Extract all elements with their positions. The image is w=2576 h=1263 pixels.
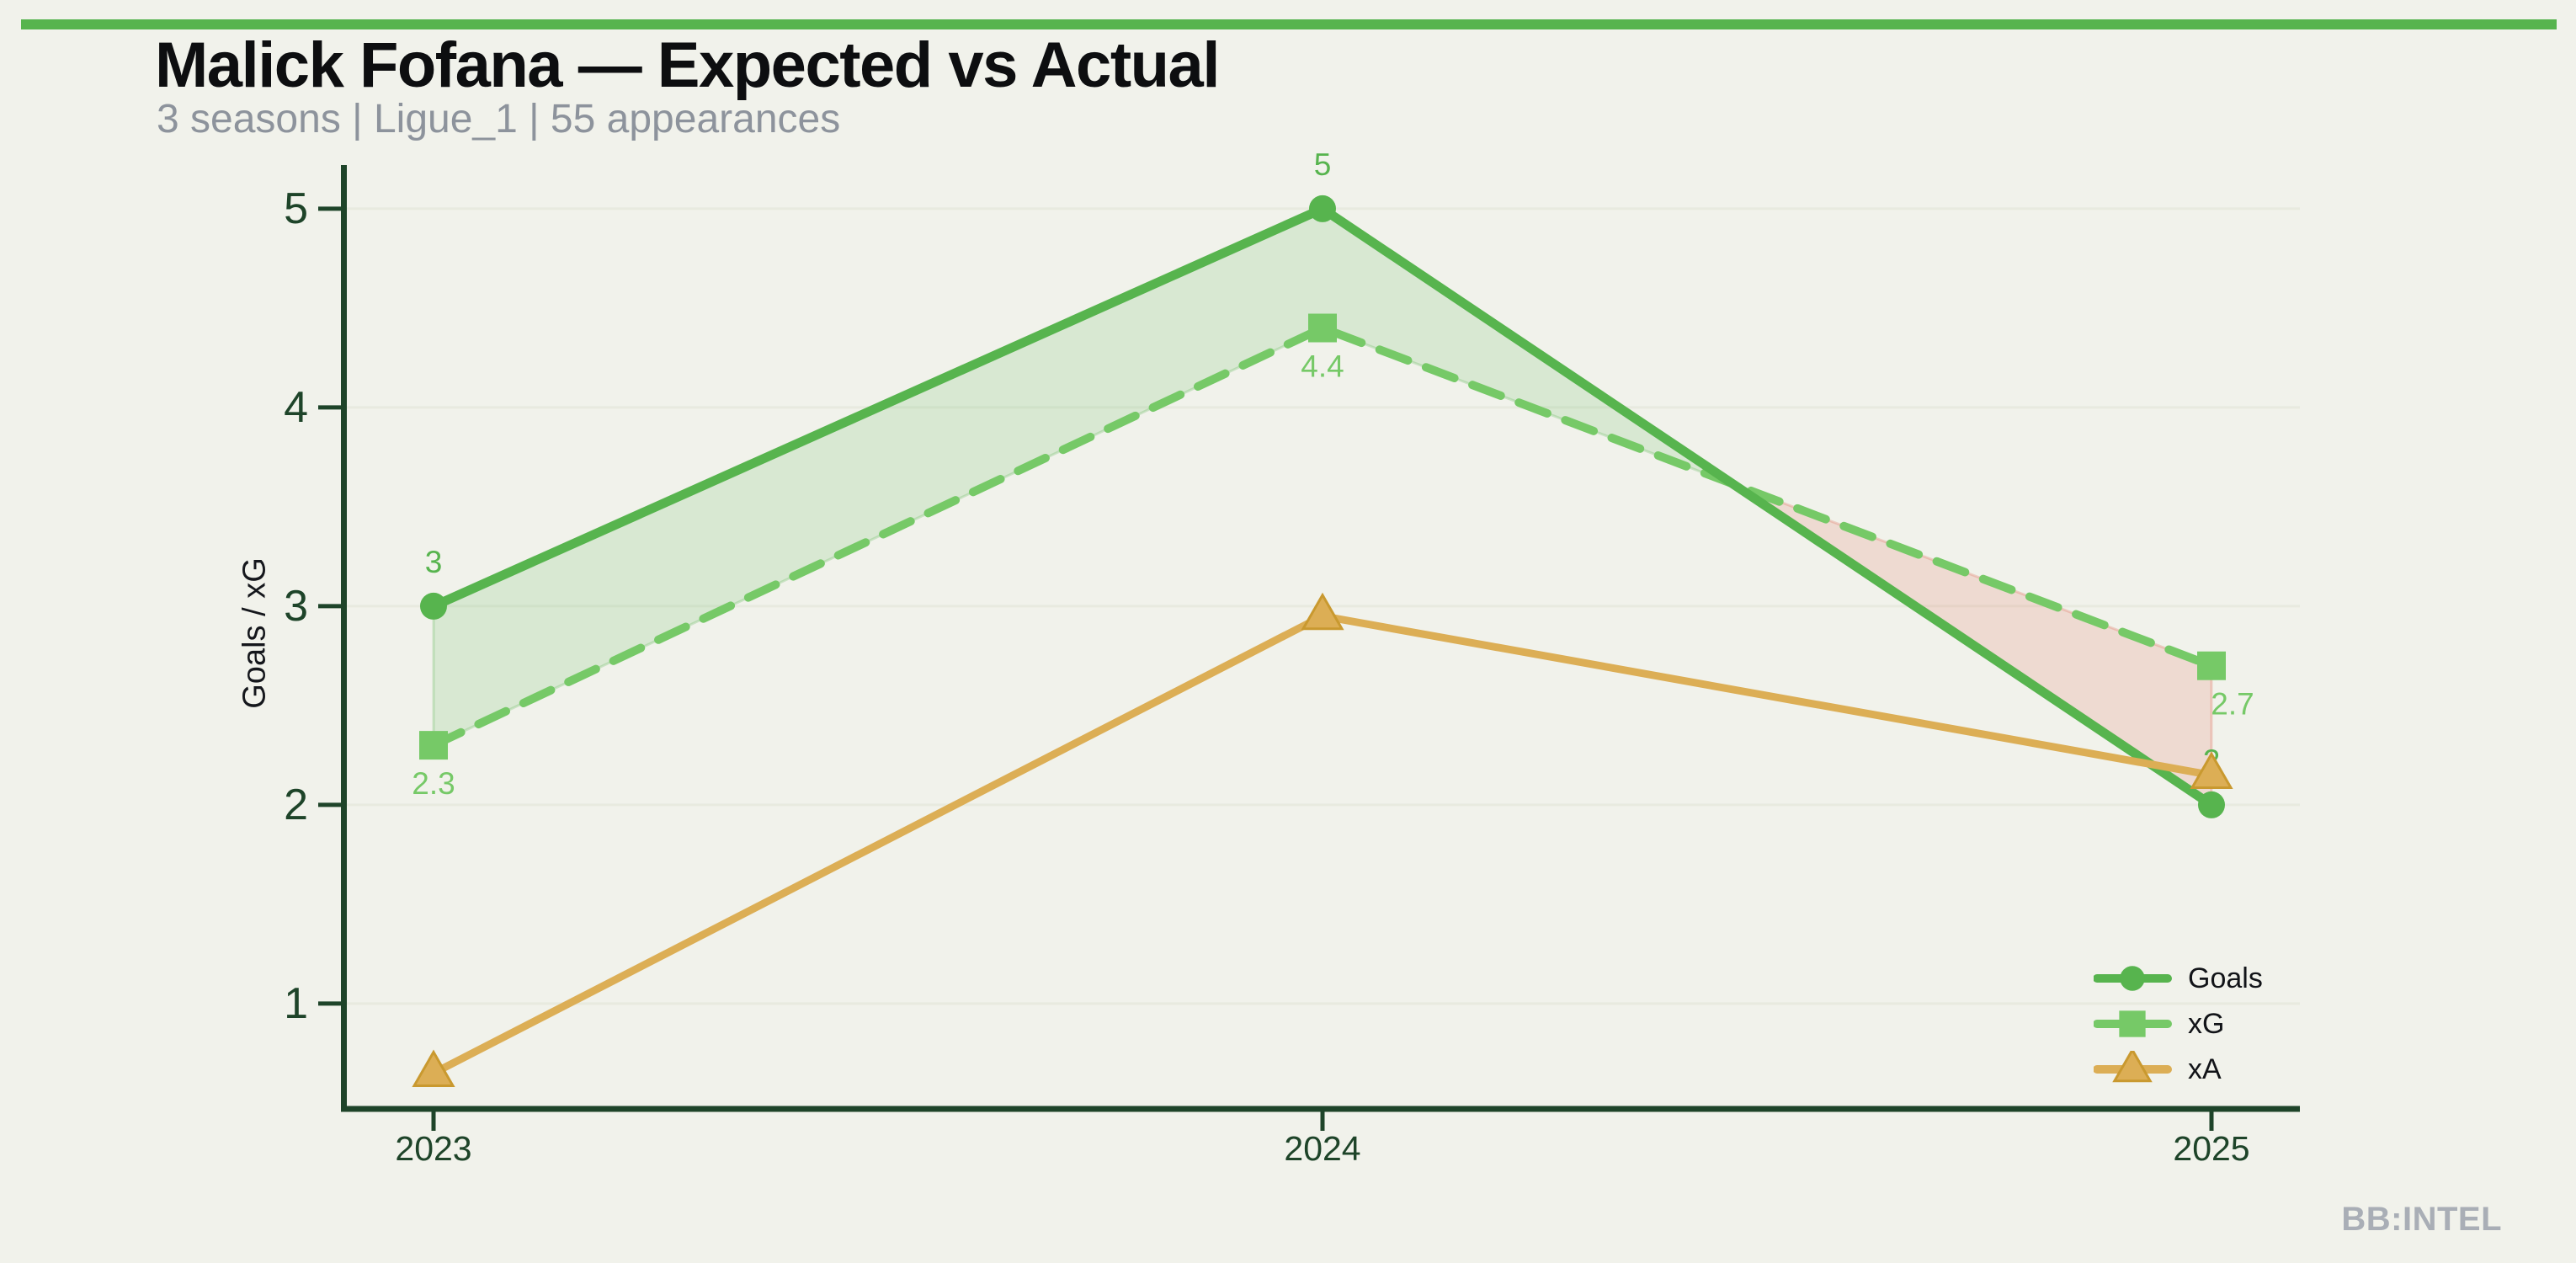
xa-marker	[412, 1049, 455, 1088]
value-label: 4.4	[1301, 349, 1344, 384]
legend-label-xg: xG	[2188, 1007, 2225, 1040]
xa-marker	[1301, 592, 1344, 631]
accent-bar	[21, 19, 2557, 29]
xg-marker	[419, 731, 448, 760]
goals-marker	[2198, 791, 2225, 818]
x-tick-label: 2023	[395, 1129, 471, 1168]
goals-legend-icon	[2094, 966, 2172, 991]
goals-marker	[1309, 195, 1336, 222]
xa-legend-icon	[2094, 1051, 2172, 1083]
legend: Goals xG xA	[2094, 956, 2263, 1092]
fill-overperformance	[432, 207, 1734, 748]
x-tick-label: 2025	[2173, 1129, 2249, 1168]
y-tick-label: 4	[284, 383, 308, 432]
xg-marker	[1308, 313, 1337, 343]
value-label: 2.7	[2211, 687, 2254, 722]
legend-label-xa: xA	[2188, 1052, 2222, 1085]
y-tick-label: 3	[284, 582, 308, 631]
legend-row-xa: xA	[2094, 1047, 2263, 1092]
legend-row-goals: Goals	[2094, 956, 2263, 1001]
xa-marker	[2112, 1051, 2153, 1083]
xg-marker	[2197, 651, 2226, 680]
value-label: 5	[1314, 147, 1332, 182]
y-tick-label: 5	[284, 184, 308, 233]
value-label: 2.3	[412, 766, 455, 801]
y-tick-label: 1	[284, 979, 308, 1028]
chart-title: Malick Fofana — Expected vs Actual	[155, 29, 1220, 101]
xg-marker	[2119, 1010, 2146, 1037]
legend-row-xg: xG	[2094, 1001, 2263, 1047]
x-tick-label: 2024	[1284, 1129, 1360, 1168]
goals-marker	[420, 592, 447, 620]
brand-watermark: BB:INTEL	[2341, 1201, 2502, 1238]
xa-marker	[2190, 751, 2233, 790]
xg-line	[429, 323, 2216, 750]
goals-marker	[2120, 966, 2145, 991]
chart-subtitle: 3 seasons | Ligue_1 | 55 appearances	[157, 97, 841, 141]
legend-label-goals: Goals	[2188, 962, 2263, 994]
xg-legend-icon	[2094, 1010, 2172, 1037]
value-label: 3	[425, 545, 443, 579]
y-tick-label: 2	[284, 781, 308, 829]
